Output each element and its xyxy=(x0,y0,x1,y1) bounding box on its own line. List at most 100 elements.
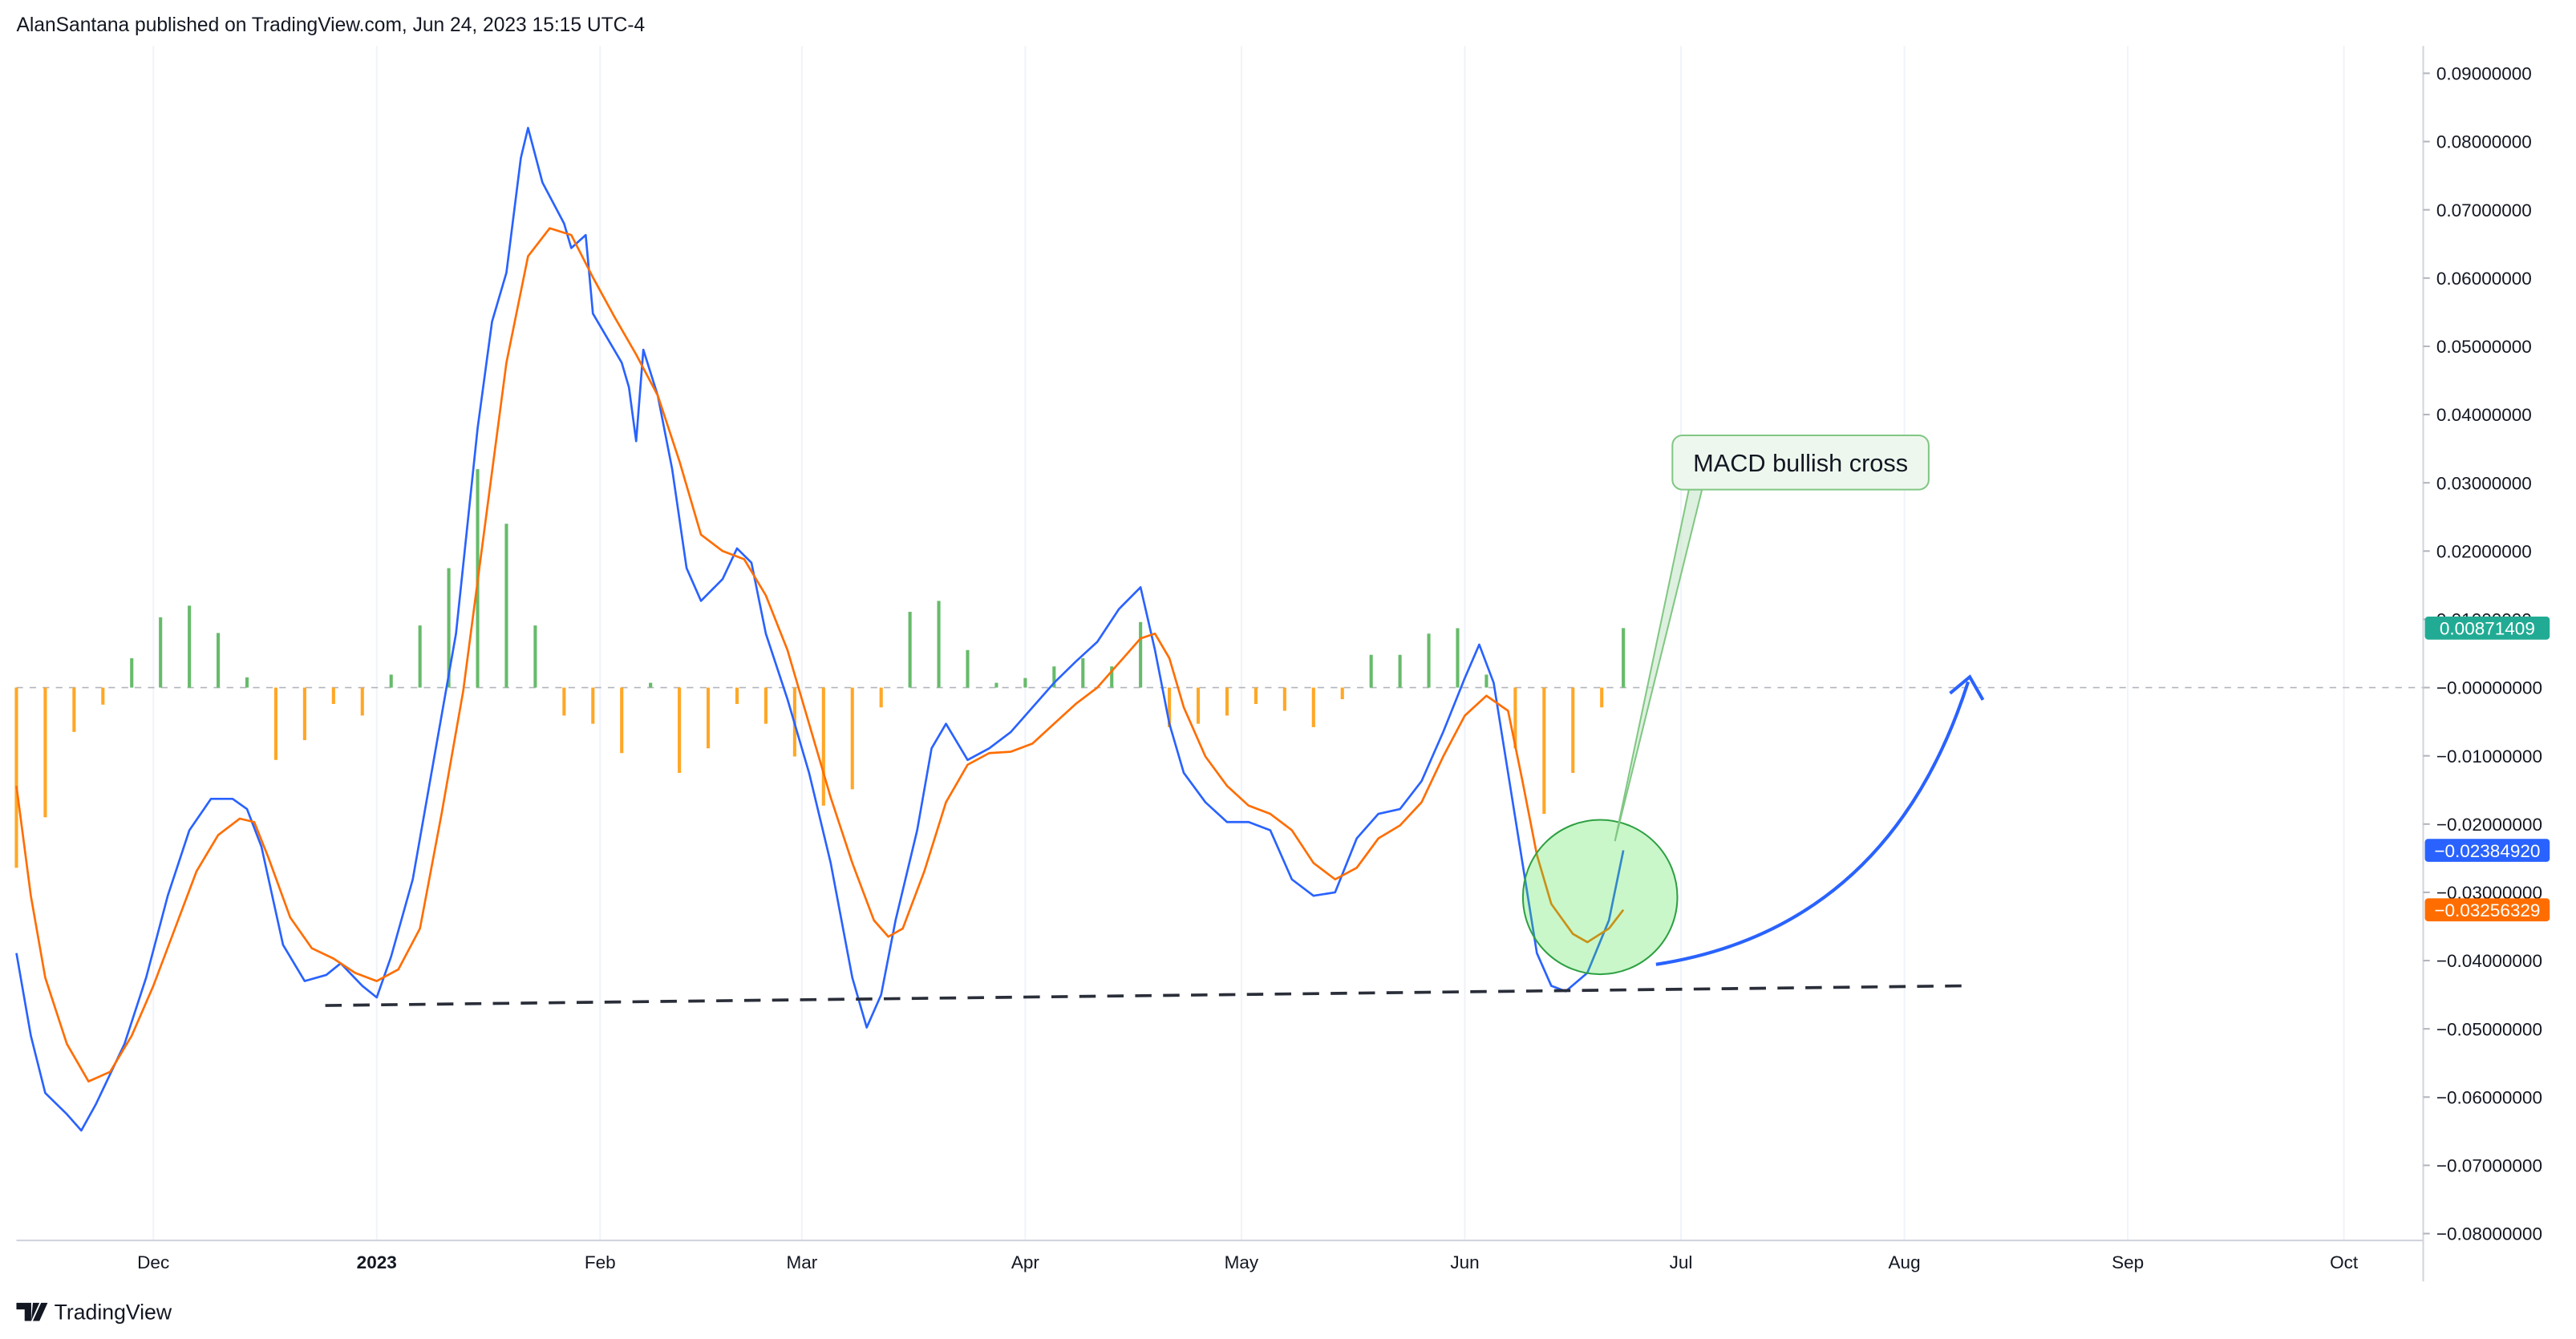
histogram-bar xyxy=(1398,654,1402,688)
histogram-bar xyxy=(1340,687,1344,700)
histogram-bar xyxy=(994,682,998,688)
histogram-bar xyxy=(620,687,624,754)
histogram-bar xyxy=(937,601,941,688)
price-label-box xyxy=(2424,839,2550,862)
y-tick-label: −0.07000000 xyxy=(2436,1156,2542,1176)
histogram-bar xyxy=(188,605,192,688)
price-label: −0.02384920 xyxy=(2434,841,2540,861)
support-line xyxy=(325,984,1969,1007)
histogram-bar xyxy=(1427,633,1431,688)
histogram-bar xyxy=(821,687,825,806)
y-tick-label: 0.07000000 xyxy=(2436,200,2532,220)
histogram-bar xyxy=(850,687,854,790)
histogram-bar xyxy=(879,687,883,708)
y-tick-label: 0.02000000 xyxy=(2436,541,2532,561)
histogram-bar xyxy=(72,687,76,732)
y-tick-label: −0.04000000 xyxy=(2436,951,2542,971)
x-tick-label: May xyxy=(1225,1252,1259,1272)
histogram-bar xyxy=(101,687,105,705)
histogram-bar xyxy=(1110,666,1114,688)
histogram-bar xyxy=(245,677,249,688)
y-tick-label: −0.06000000 xyxy=(2436,1087,2542,1107)
x-tick-label: 2023 xyxy=(357,1252,397,1272)
histogram-bar xyxy=(707,687,711,749)
callout-text: MACD bullish cross xyxy=(1693,449,1908,477)
histogram-bar xyxy=(591,687,595,724)
y-tick-label: 0.03000000 xyxy=(2436,473,2532,493)
histogram-bar xyxy=(966,649,970,688)
histogram-bar xyxy=(1168,687,1172,727)
histogram-bar xyxy=(1225,687,1229,716)
histogram-bar xyxy=(360,687,364,716)
histogram-bar xyxy=(217,633,221,688)
histogram-bar xyxy=(302,687,306,741)
y-tick-label: −0.02000000 xyxy=(2436,815,2542,835)
x-tick-label: Feb xyxy=(585,1252,616,1272)
arrow-head xyxy=(1949,674,1985,701)
y-tick-label: −0.08000000 xyxy=(2436,1224,2542,1244)
histogram-bar xyxy=(1369,654,1373,688)
x-tick-label: Aug xyxy=(1889,1252,1921,1272)
y-tick-label: −0.00000000 xyxy=(2436,678,2542,698)
y-tick-label: 0.05000000 xyxy=(2436,337,2532,357)
histogram-bar xyxy=(1254,687,1258,704)
y-tick-label: 0.08000000 xyxy=(2436,132,2532,152)
histogram-bar xyxy=(1484,674,1488,688)
brand-text: TradingView xyxy=(55,1300,172,1324)
histogram-bar xyxy=(649,682,653,688)
histogram-bar xyxy=(562,687,566,716)
histogram-bar xyxy=(14,687,18,868)
x-tick-label: Oct xyxy=(2330,1252,2359,1272)
y-tick-label: 0.06000000 xyxy=(2436,269,2532,289)
header-text: AlanSantana published on TradingView.com… xyxy=(16,14,645,36)
histogram-bar xyxy=(1513,687,1517,749)
histogram-bar xyxy=(763,687,768,724)
histogram-bar xyxy=(1023,678,1027,688)
y-tick-label: −0.05000000 xyxy=(2436,1019,2542,1039)
histogram-bar xyxy=(504,524,508,688)
histogram-bar xyxy=(1311,687,1315,727)
line-series xyxy=(15,227,1625,1083)
histogram-bar xyxy=(159,617,163,688)
x-tick-label: Apr xyxy=(1011,1252,1040,1272)
histogram-bar xyxy=(1456,628,1460,688)
grid xyxy=(16,46,2424,1241)
histogram-bar xyxy=(1571,687,1575,773)
histogram-bar xyxy=(130,657,134,688)
price-label-box xyxy=(2424,898,2550,922)
logo-icon xyxy=(16,1302,48,1321)
histogram-bar xyxy=(1600,687,1604,708)
histogram-bar xyxy=(418,625,422,688)
histogram-bar xyxy=(447,568,451,688)
line-series xyxy=(15,127,1625,1132)
histogram-bar xyxy=(331,687,335,704)
histogram-bar xyxy=(908,612,912,688)
histogram-bar xyxy=(1196,687,1201,724)
histogram-bar xyxy=(1622,628,1626,688)
highlight-circle xyxy=(1521,819,1679,976)
histogram-bar xyxy=(1282,687,1286,711)
marks xyxy=(14,127,1626,1132)
histogram-bar xyxy=(389,674,393,688)
histogram-bar xyxy=(678,687,682,773)
logo: TradingView xyxy=(16,1300,172,1324)
price-label: −0.03256329 xyxy=(2434,900,2540,920)
y-tick-label: 0.04000000 xyxy=(2436,405,2532,425)
x-tick-label: Mar xyxy=(786,1252,817,1272)
x-tick-label: Dec xyxy=(137,1252,169,1272)
histogram-bar xyxy=(273,687,277,760)
x-tick-label: Jul xyxy=(1670,1252,1693,1272)
histogram-bar xyxy=(1081,657,1085,688)
x-tick-label: Jun xyxy=(1450,1252,1479,1272)
arrow xyxy=(1655,681,1970,966)
histogram-bar xyxy=(735,687,739,704)
callout-box xyxy=(1671,434,1930,491)
x-tick-label: Sep xyxy=(2112,1252,2144,1272)
histogram-bar xyxy=(1139,621,1143,688)
price-label-box xyxy=(2424,617,2550,640)
histogram-bar xyxy=(1542,687,1546,815)
y-tick-label: 0.09000000 xyxy=(2436,64,2532,84)
